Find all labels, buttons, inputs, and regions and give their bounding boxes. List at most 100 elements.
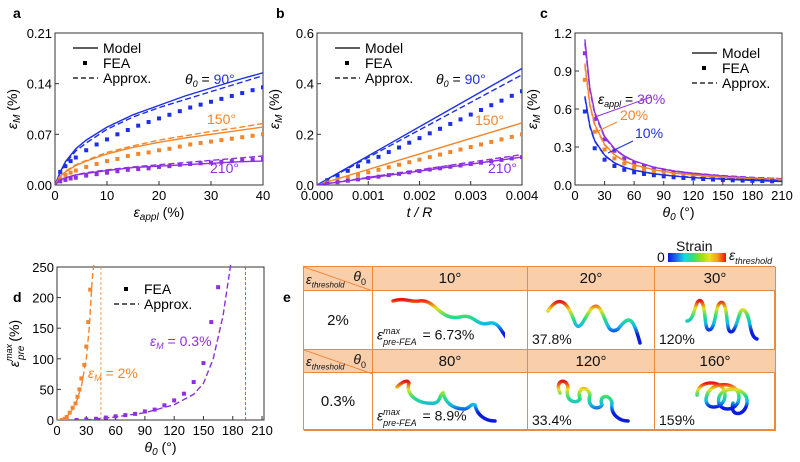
fea-point bbox=[448, 150, 453, 155]
y-tick-label: 0.9 bbox=[554, 64, 572, 79]
fea-point bbox=[632, 170, 637, 175]
fea-point bbox=[427, 155, 432, 160]
x-tick-label: 30 bbox=[597, 188, 611, 203]
fea-point bbox=[386, 173, 391, 178]
helix-ribbon-image bbox=[556, 379, 630, 423]
fea-point bbox=[468, 145, 473, 149]
annotation-arrow bbox=[607, 140, 634, 154]
fea-point bbox=[58, 176, 63, 181]
series-annotation: 210° bbox=[210, 160, 239, 176]
model-line bbox=[317, 67, 522, 185]
annotation-eq: = bbox=[198, 71, 214, 87]
fea-point bbox=[125, 154, 130, 159]
x-tick-label: 10 bbox=[100, 188, 114, 203]
fea-point bbox=[75, 394, 80, 399]
fea-point bbox=[261, 156, 263, 161]
fea-point bbox=[661, 171, 666, 176]
fea-point bbox=[157, 116, 161, 121]
fea-point bbox=[671, 175, 676, 180]
panel-label: b bbox=[276, 5, 285, 21]
fea-point bbox=[84, 344, 89, 349]
fea-point bbox=[622, 167, 627, 172]
fea-point bbox=[499, 157, 504, 162]
fea-point bbox=[612, 148, 617, 153]
fea-point bbox=[146, 150, 151, 155]
fea-point bbox=[152, 407, 157, 412]
fea-point bbox=[146, 166, 151, 171]
series-annotation: 150° bbox=[207, 111, 236, 127]
fea-point bbox=[325, 178, 330, 183]
fea-point bbox=[125, 127, 130, 132]
series-annotation: θ0 = 90° bbox=[436, 71, 486, 89]
x-tick-label: 60 bbox=[627, 188, 641, 203]
legend-marker-points bbox=[124, 287, 128, 291]
table-corner-header: θ0 εthreshold bbox=[304, 267, 373, 291]
fea-point bbox=[250, 157, 255, 162]
fea-point bbox=[113, 414, 118, 419]
y-tick-label: 0.0 bbox=[296, 178, 314, 193]
legend-label: Model bbox=[103, 40, 141, 56]
fea-point bbox=[250, 88, 255, 93]
y-tick-label: 0.00 bbox=[27, 178, 52, 193]
prestrain-value: 120% bbox=[659, 331, 695, 347]
fea-point bbox=[250, 133, 255, 138]
fea-point bbox=[209, 160, 213, 165]
fea-point bbox=[760, 179, 765, 184]
fea-point bbox=[661, 174, 666, 179]
fea-point bbox=[261, 132, 263, 137]
fea-point bbox=[345, 168, 350, 173]
fea-point bbox=[642, 171, 646, 176]
x-tick-label: 210 bbox=[771, 188, 793, 203]
fea-point bbox=[438, 126, 442, 131]
fea-point bbox=[499, 137, 504, 142]
fea-point bbox=[115, 169, 120, 174]
fea-point bbox=[720, 177, 725, 182]
x-label-main: t / R bbox=[407, 204, 433, 220]
legend-label: Approx. bbox=[103, 70, 151, 86]
legend-label: FEA bbox=[144, 281, 172, 297]
fea-point bbox=[622, 156, 627, 161]
y-tick-label: 0 bbox=[47, 413, 54, 428]
fea-point bbox=[750, 178, 755, 183]
fea-point bbox=[198, 141, 203, 146]
approx-line bbox=[317, 74, 522, 185]
fea-point bbox=[198, 102, 203, 107]
angle-header: 10° bbox=[373, 267, 528, 291]
fea-point bbox=[711, 177, 715, 182]
y-label-sub: pre bbox=[16, 345, 27, 361]
fea-point bbox=[397, 162, 401, 167]
series-annotation: 10% bbox=[635, 125, 663, 141]
fea-point bbox=[612, 164, 617, 168]
fea-point bbox=[88, 287, 93, 292]
fea-point bbox=[592, 146, 597, 151]
prestrain-value: 33.4% bbox=[532, 412, 572, 428]
fea-point bbox=[701, 177, 706, 182]
fea-point bbox=[216, 285, 221, 290]
x-label-main: ε bbox=[134, 204, 141, 220]
y-tick-label: 0.2 bbox=[296, 127, 314, 142]
legend-label: Model bbox=[365, 40, 403, 56]
fea-point bbox=[612, 156, 617, 161]
fea-point bbox=[136, 151, 141, 156]
annotation-symbol-sub: 0 bbox=[444, 79, 449, 89]
simulation-cell: εmax pre-FEA = 6.73% bbox=[373, 291, 528, 350]
fea-point bbox=[86, 320, 91, 325]
fea-point bbox=[82, 362, 87, 367]
y-label-main: ε bbox=[524, 122, 540, 129]
fea-point bbox=[94, 416, 99, 420]
x-tick-label: 40 bbox=[256, 188, 270, 203]
y-label-main: ε bbox=[6, 360, 22, 367]
x-tick-label: 30 bbox=[204, 188, 218, 203]
fea-point bbox=[489, 139, 494, 144]
colorbar-max: εthreshold bbox=[729, 247, 772, 266]
fea-point bbox=[136, 167, 141, 172]
fea-point bbox=[188, 105, 193, 110]
fea-point bbox=[345, 178, 350, 183]
fea-point bbox=[417, 136, 422, 141]
fea-point bbox=[417, 157, 422, 162]
fea-point bbox=[229, 136, 234, 141]
prestrain-value: 37.8% bbox=[532, 331, 572, 347]
